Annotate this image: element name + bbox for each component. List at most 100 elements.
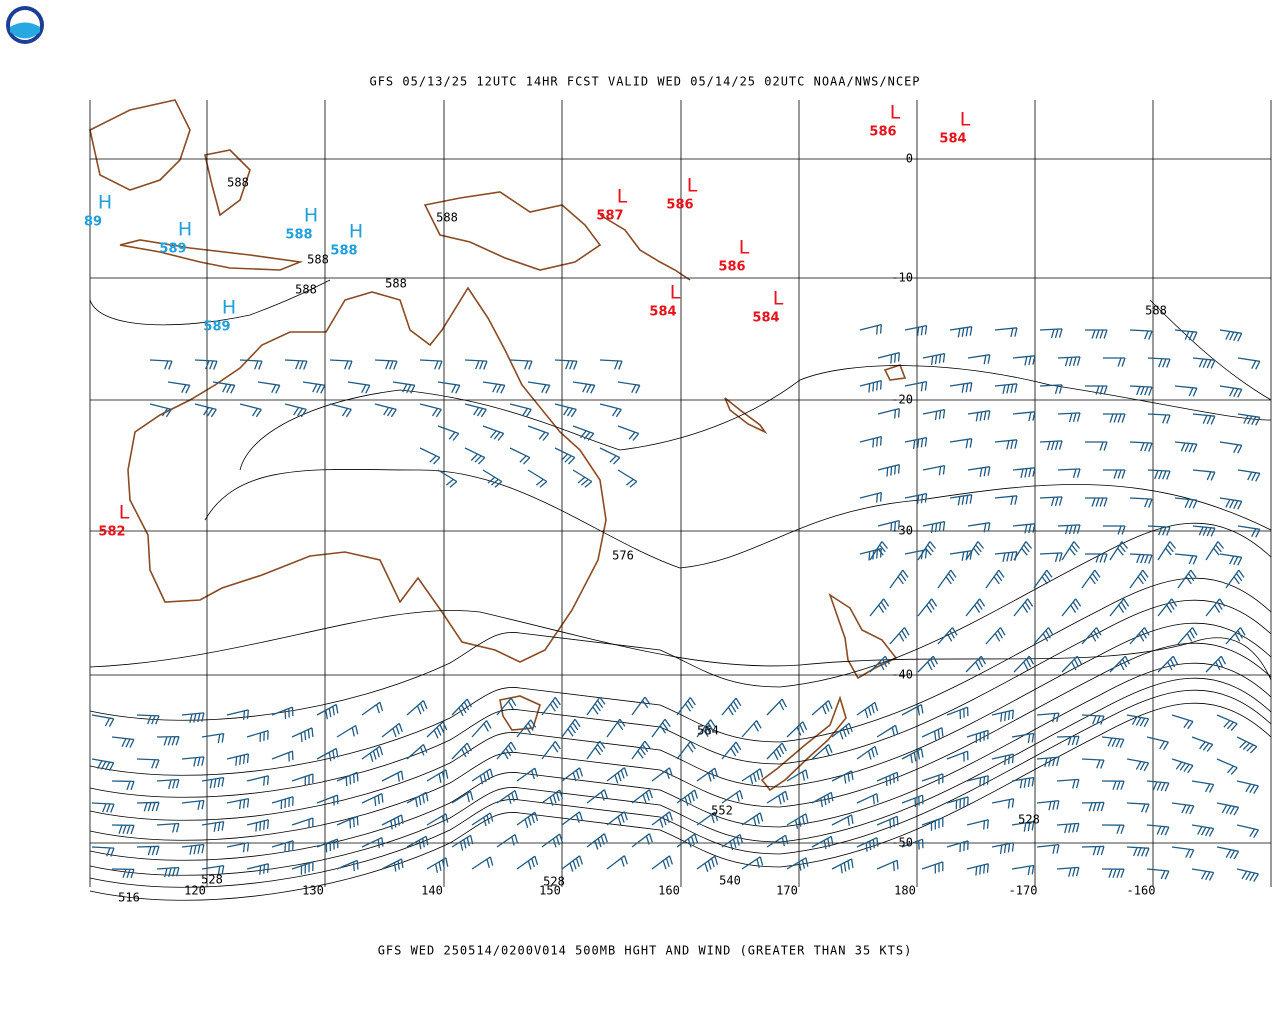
wind-barb (676, 789, 699, 806)
java-coast (119, 239, 304, 271)
wind-barb (1219, 441, 1243, 454)
wind-barb (1081, 627, 1102, 645)
wind-barb (811, 791, 834, 808)
wind-barb (271, 706, 294, 720)
wind-barb (291, 773, 314, 786)
wind-barb (1219, 553, 1243, 566)
wind-barb (1011, 820, 1035, 832)
nz-north-coast (828, 593, 898, 680)
wind-barb (226, 709, 250, 720)
wind-barb (554, 403, 577, 418)
wind-barb (91, 758, 115, 772)
wind-barb (156, 735, 180, 746)
wind-barb (1192, 525, 1216, 537)
wind-barb (856, 793, 879, 805)
contour-label: 576 (612, 549, 634, 563)
wind-barb (1011, 776, 1035, 789)
wind-barb (496, 789, 519, 804)
center-value: 584 (939, 132, 966, 147)
wind-barb (1236, 780, 1259, 794)
new-guinea-coast (423, 191, 602, 271)
wind-barb (721, 833, 744, 851)
wind-barb (1013, 655, 1034, 673)
wind-barb (1129, 627, 1150, 645)
contour-536 (89, 677, 1272, 876)
wind-barb (786, 769, 809, 782)
wind-barb (904, 436, 928, 449)
wind-barb (1039, 328, 1063, 339)
wind-barb (949, 494, 973, 506)
wind-barb (91, 846, 115, 857)
wind-barb (949, 326, 973, 338)
wind-barb (572, 469, 593, 488)
wind-barb (136, 845, 160, 856)
center-value: 584 (752, 311, 779, 326)
wind-barb (111, 824, 135, 835)
wind-barb (167, 381, 191, 394)
wind-barb (291, 727, 314, 742)
wind-barb (1157, 655, 1178, 673)
wind-barb (876, 771, 899, 787)
contour-label: 564 (697, 724, 719, 738)
wind-barb (561, 767, 584, 782)
wind-barb (696, 719, 717, 738)
wind-barb (859, 323, 882, 335)
wind-barb (271, 840, 294, 853)
center-value: 584 (649, 305, 676, 320)
wind-barb (527, 425, 550, 441)
borneo-coast (89, 99, 191, 191)
wind-barb (1101, 824, 1125, 834)
wind-barb (877, 519, 900, 532)
wind-barb (329, 359, 353, 370)
wind-barb (471, 720, 492, 738)
center-value: 586 (666, 198, 693, 213)
wind-barb (1129, 497, 1153, 508)
wind-barb (381, 814, 404, 830)
contour-520 (89, 702, 1272, 901)
australia-coast (127, 286, 607, 663)
wind-barb (471, 856, 494, 870)
wind-barb (889, 569, 909, 589)
contour-576 (89, 522, 1272, 721)
wind-barb (516, 767, 539, 782)
wind-barb (1146, 824, 1170, 836)
wind-barb (426, 721, 448, 739)
wind-barb (1237, 469, 1261, 482)
wind-barb (985, 627, 1006, 645)
wind-barb (766, 698, 787, 716)
wind-barb (1103, 469, 1126, 479)
wind-barb (1146, 780, 1170, 792)
wind-barb (1012, 355, 1036, 366)
wind-barb (156, 822, 180, 833)
wind-barb (1191, 736, 1214, 752)
wind-barb (1085, 553, 1108, 563)
wind-barb (347, 381, 371, 394)
wind-barb (381, 858, 404, 872)
wind-barb (721, 789, 744, 804)
wind-barb (496, 741, 517, 760)
wind-barb (904, 492, 928, 505)
wind-barb (1171, 758, 1194, 774)
wind-barb (284, 403, 307, 418)
wind-barb (246, 729, 269, 742)
wind-barb (1011, 864, 1035, 876)
wind-barb (1101, 736, 1125, 748)
wind-barb (965, 541, 985, 561)
wind-barb (696, 811, 719, 826)
wind-barb (1109, 655, 1130, 673)
wind-barb (922, 464, 946, 476)
wind-barb (1036, 799, 1060, 811)
wind-barb (1236, 868, 1259, 882)
wind-barb (316, 794, 339, 806)
wind-barb (1219, 385, 1243, 398)
wind-barb (1036, 756, 1060, 767)
longitude-label: 120 (184, 884, 206, 898)
center-value: 589 (203, 320, 230, 335)
wind-barb (994, 383, 1018, 394)
wind-barb (901, 794, 924, 808)
wind-barb (374, 403, 397, 418)
center-value: 588 (285, 228, 312, 243)
wind-barb (1101, 780, 1125, 790)
wind-barb (1056, 735, 1080, 746)
